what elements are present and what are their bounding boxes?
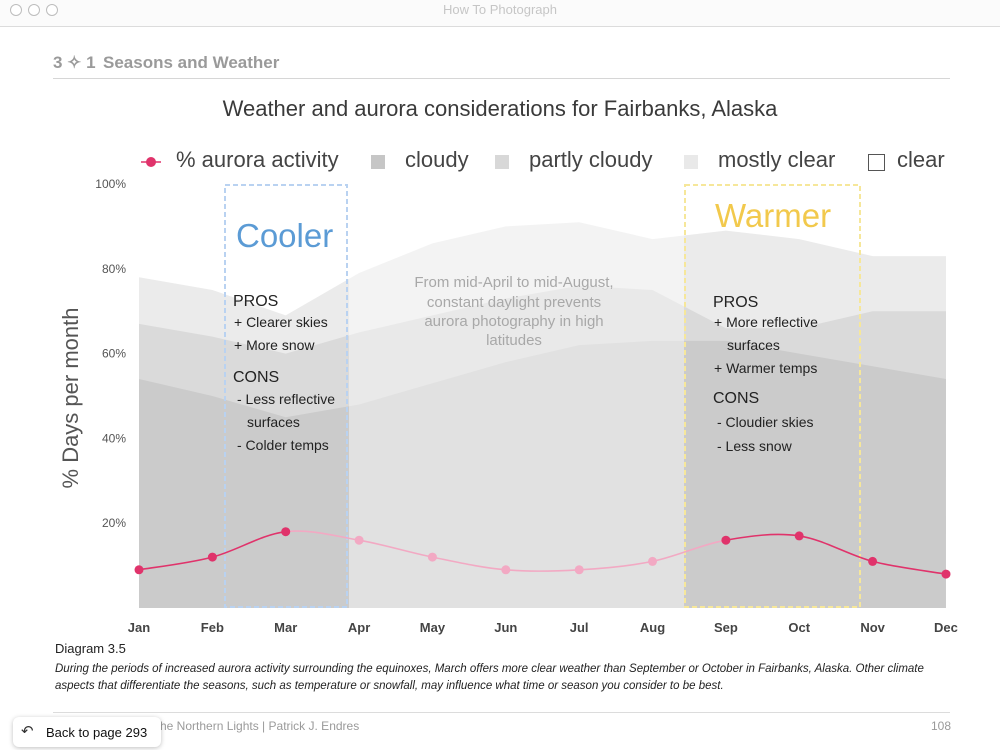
x-tick-label: Aug (640, 620, 665, 635)
x-tick-label: Mar (274, 620, 297, 635)
aurora-point (868, 556, 878, 566)
cooler-con-item: surfaces (247, 414, 300, 430)
x-tick-label: Sep (714, 620, 738, 635)
back-arrow-icon: ↶ (21, 723, 34, 740)
x-tick-label: Apr (348, 620, 370, 635)
warmer-heading: Warmer (715, 197, 831, 234)
chart-title: Weather and aurora considerations for Fa… (222, 96, 778, 121)
daylight-note-line: aurora photography in high (424, 313, 603, 330)
cooler-season-box (224, 184, 348, 608)
aurora-line-segment (799, 535, 873, 563)
aurora-point (794, 531, 804, 541)
aurora-line-segment (725, 533, 800, 541)
warmer-pro-item: + Warmer temps (714, 360, 817, 376)
cooler-con-item: - Colder temps (237, 437, 329, 453)
partly-cloudy-swatch-icon (495, 155, 509, 169)
y-tick-label: 60% (102, 347, 126, 361)
cooler-annotation: Cooler PROS + Clearer skies + More snow … (233, 217, 335, 453)
y-axis-label: % Days per month (58, 308, 83, 489)
daylight-note-line: latitudes (486, 332, 542, 349)
caption-body: During the periods of increased aurora a… (55, 663, 924, 692)
aurora-point (281, 527, 291, 537)
warmer-season-box (684, 184, 861, 608)
back-button-label: Back to page 293 (46, 725, 148, 740)
section-title: Seasons and Weather (103, 53, 280, 72)
cooler-cons-label: CONS (233, 369, 279, 386)
x-tick-label: Jan (128, 620, 150, 635)
x-axis-ticks: Jan Feb Mar Apr May Jun Jul Aug Sep Oct Nov Dec (128, 620, 958, 635)
window-title: How To Photograph (443, 2, 557, 17)
warmer-pros-label: PROS (713, 294, 758, 311)
aurora-line-segment (579, 560, 653, 571)
y-tick-label: 40% (102, 431, 126, 445)
daylight-note-line: constant daylight prevents (427, 294, 601, 311)
daylight-fade-overlay (349, 184, 684, 608)
aurora-line-segment (652, 539, 727, 563)
y-tick-label: 100% (95, 177, 126, 191)
aurora-marker-icon (141, 157, 161, 167)
aurora-point (134, 565, 144, 575)
x-tick-label: Jun (494, 620, 517, 635)
x-tick-label: May (420, 620, 446, 635)
page-number: 108 (930, 719, 951, 733)
daylight-note-line: From mid-April to mid-August, (414, 274, 613, 291)
footer-book-credit: he Northern Lights | Patrick J. Endres (160, 719, 360, 733)
cooler-pro-item: + More snow (234, 337, 315, 353)
cloudy-swatch-icon (371, 155, 385, 169)
stacked-area-layer (139, 184, 946, 608)
aurora-point (721, 535, 731, 545)
close-window-icon[interactable] (10, 4, 22, 16)
aurora-line-layer (134, 527, 951, 579)
mostly-clear-swatch-icon (684, 155, 698, 169)
footer-divider (53, 712, 950, 713)
window-titlebar: How To Photograph (0, 0, 1000, 27)
zoom-window-icon[interactable] (46, 4, 58, 16)
warmer-pro-item: surfaces (727, 337, 780, 353)
clear-swatch-icon (868, 154, 885, 171)
aurora-point (207, 552, 217, 562)
aurora-line-segment (432, 556, 506, 571)
cooler-heading: Cooler (236, 217, 333, 254)
aurora-point (501, 565, 511, 575)
cooler-con-item: - Less reflective (237, 391, 335, 407)
section-header: 3 ✧ 1 Seasons and Weather (53, 52, 950, 79)
x-tick-label: Dec (934, 620, 958, 635)
aurora-point (354, 535, 364, 545)
cloudy-area (139, 340, 946, 608)
caption-title: Diagram 3.5 (55, 641, 126, 656)
warmer-con-item: - Less snow (717, 438, 793, 454)
warmer-pro-item: + More reflective (714, 314, 818, 330)
x-tick-label: Feb (201, 620, 224, 635)
warmer-annotation: Warmer PROS + More reflective surfaces +… (713, 197, 831, 454)
aurora-line-segment (358, 539, 433, 558)
cooler-pros-label: PROS (233, 293, 278, 310)
cooler-pro-item: + Clearer skies (234, 314, 328, 330)
x-tick-label: Oct (788, 620, 810, 635)
aurora-line-segment (505, 569, 580, 572)
y-tick-label: 20% (102, 516, 126, 530)
x-tick-label: Nov (860, 620, 885, 635)
y-axis-ticks: 20% 40% 60% 80% 100% (95, 177, 126, 530)
aurora-point (427, 552, 437, 562)
aurora-line-segment (212, 530, 286, 558)
y-tick-label: 80% (102, 262, 126, 276)
x-tick-label: Jul (570, 620, 589, 635)
warmer-con-item: - Cloudier skies (717, 414, 813, 430)
aurora-line-segment (285, 530, 360, 541)
warmer-cons-label: CONS (713, 390, 759, 407)
section-number: 3 ✧ 1 (53, 53, 96, 72)
aurora-point (941, 569, 951, 579)
daylight-note: From mid-April to mid-August, constant d… (414, 274, 613, 349)
back-to-page-button[interactable]: ↶ Back to page 293 (13, 717, 161, 747)
aurora-point (574, 565, 584, 575)
minimize-window-icon[interactable] (28, 4, 40, 16)
aurora-point (648, 556, 657, 566)
